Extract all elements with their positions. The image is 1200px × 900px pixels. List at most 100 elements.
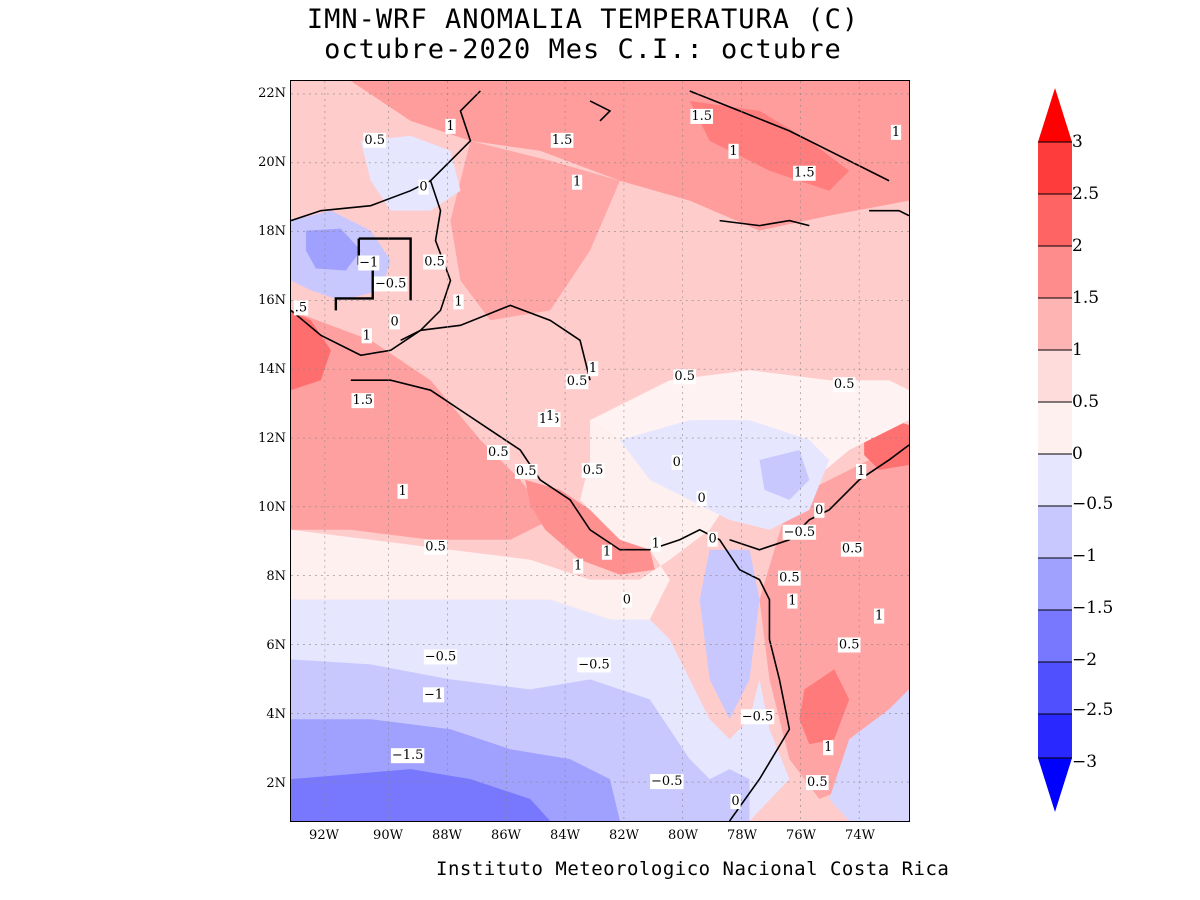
colorbar-label: −1 xyxy=(1072,546,1098,566)
lon-tick-76w: 76W xyxy=(786,828,816,843)
contour-label: −1.5 xyxy=(392,748,423,763)
cool-zone-darien xyxy=(699,549,760,720)
contour-label-bg xyxy=(373,276,408,292)
lon-tick-82w: 82W xyxy=(609,828,639,843)
lon-tick-86w: 86W xyxy=(491,828,521,843)
contour-label: 0 xyxy=(698,491,706,506)
contour-label: −0.5 xyxy=(742,709,773,724)
contour-label-bg xyxy=(740,709,775,725)
contour-label: 1 xyxy=(573,175,581,190)
contour-label: 1.5 xyxy=(552,133,573,148)
contour-label-bg xyxy=(423,254,446,270)
contour-label: 0 xyxy=(673,455,681,470)
contour-label-bg xyxy=(423,649,458,665)
contour-label-bg xyxy=(650,774,684,790)
contour-label-bg xyxy=(856,463,867,479)
lat-tick-22n: 22N xyxy=(258,86,286,101)
contour-label: 0.5 xyxy=(674,369,695,384)
map-title: IMN-WRF ANOMALIA TEMPERATURA (C) xyxy=(306,4,860,35)
contour-label-bg xyxy=(397,483,408,499)
contour-label-bg xyxy=(690,108,713,124)
lon-tick-74w: 74W xyxy=(845,828,875,843)
contour-label-bg xyxy=(650,536,661,552)
contour-label: 0 xyxy=(815,503,823,518)
colorbar-label: −2 xyxy=(1072,650,1098,670)
contour-label: −0.5 xyxy=(651,774,682,789)
contour-label-bg xyxy=(890,124,902,140)
cool-zone-lake xyxy=(759,450,810,500)
contour-label-bg xyxy=(782,524,817,540)
warm-zone-pacific xyxy=(291,310,551,540)
contour-label-bg xyxy=(837,637,861,653)
contour-label-bg xyxy=(389,314,400,330)
cool-zone-south-4 xyxy=(291,769,551,821)
contour-label: 0.5 xyxy=(425,540,446,555)
contour-label-bg xyxy=(621,592,633,608)
contour-label-bg xyxy=(778,570,801,586)
lat-tick-18n: 18N xyxy=(258,224,286,239)
cool-zone-caribbean xyxy=(619,420,830,530)
contour-label: 1 xyxy=(875,609,883,624)
lon-tick-84w: 84W xyxy=(550,828,580,843)
colorbar-label: 3 xyxy=(1072,132,1083,152)
colorbar-label: 1 xyxy=(1072,340,1083,360)
contour-label-bg xyxy=(728,143,739,159)
contour-label: 1.5 xyxy=(352,393,373,408)
contour-label: −0.5 xyxy=(375,276,406,291)
warm-zone-andes xyxy=(799,669,850,745)
grid-lines xyxy=(291,81,909,821)
contour-label-bg xyxy=(601,544,613,560)
contour-label: 0.5 xyxy=(583,463,604,478)
colorbar-band xyxy=(1038,714,1072,758)
colorbar-band xyxy=(1038,142,1072,194)
contour-label-bg xyxy=(545,409,556,425)
colorbar-band xyxy=(1038,558,1072,610)
contour-label: 1 xyxy=(399,484,407,499)
contour-label-bg xyxy=(577,657,611,673)
contour-label: 1 xyxy=(603,545,611,560)
lat-tick-8n: 8N xyxy=(266,569,286,584)
map-subtitle: octubre-2020 Mes C.I.: octubre xyxy=(324,34,842,65)
contour-label: 1 xyxy=(824,740,832,755)
contour-label-bg xyxy=(363,132,387,148)
contour-label: 0.5 xyxy=(516,464,537,479)
contour-label: 0.5 xyxy=(567,374,588,389)
lon-tick-90w: 90W xyxy=(373,828,403,843)
colorbar-label: 0 xyxy=(1072,444,1083,464)
contour-label: 1.5 xyxy=(794,166,815,181)
colorbar-band xyxy=(1038,454,1072,506)
contour-label-bg xyxy=(793,165,816,181)
colorbar-band xyxy=(1038,402,1072,454)
lat-tick-2n: 2N xyxy=(266,776,286,791)
lat-tick-4n: 4N xyxy=(266,707,286,722)
contour-label-bg xyxy=(840,541,864,557)
contour-label-bg xyxy=(832,377,856,393)
contour-label-bg xyxy=(445,118,456,134)
colorbar-band xyxy=(1038,194,1072,246)
contour-label: 1 xyxy=(857,464,865,479)
lon-tick-80w: 80W xyxy=(668,828,698,843)
contour-label: 1 xyxy=(363,328,371,343)
cool-zone-belize-core xyxy=(305,228,361,271)
lat-tick-14n: 14N xyxy=(258,362,286,377)
contour-label-bg xyxy=(514,463,538,479)
contour-label-bg xyxy=(361,328,372,344)
contour-label: 0.5 xyxy=(779,571,800,586)
neutral-band xyxy=(291,420,730,620)
contour-label-bg xyxy=(424,539,447,555)
contour-label: −0.5 xyxy=(425,649,456,664)
cool-zone-east xyxy=(829,689,909,821)
contour-label-bg xyxy=(587,361,599,377)
contour-label: 1 xyxy=(652,537,660,552)
contour-label: −0.5 xyxy=(784,525,815,540)
contour-label: 0.5 xyxy=(424,254,445,269)
contour-label: 0.5 xyxy=(834,377,855,392)
contour-label-bg xyxy=(453,294,464,310)
colorbar-label: −0.5 xyxy=(1072,494,1114,514)
colorbar-label: 2 xyxy=(1072,236,1083,256)
colorbar-label: 0.5 xyxy=(1072,392,1100,412)
contour-label: 1 xyxy=(454,294,462,309)
contour-label: 1 xyxy=(589,361,597,376)
warm-zone-costa-rica xyxy=(525,479,655,575)
contour-label: 0.5 xyxy=(364,133,385,148)
